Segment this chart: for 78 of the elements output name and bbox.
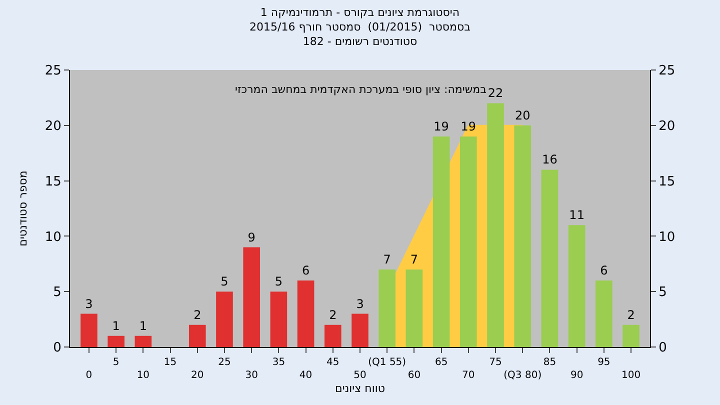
y-tick-label: 25 xyxy=(44,64,62,79)
chart-subtitle: בסמסטר (01/2015) סמסטר חורף 2015/16 סטודנטים רשומים - 182 xyxy=(250,20,470,48)
y2-tick-label: 0 xyxy=(658,340,667,356)
data-label: 16 xyxy=(542,152,558,167)
data-label: 1 xyxy=(139,318,147,333)
bar xyxy=(487,103,504,347)
x-tick-label: 75 xyxy=(489,357,502,368)
y2-tick-label: 25 xyxy=(658,64,676,79)
data-label: 7 xyxy=(383,252,391,266)
x-tick-label: 20 xyxy=(191,370,204,381)
bar xyxy=(432,136,450,347)
y-tick-label: 15 xyxy=(44,174,62,190)
bar xyxy=(596,280,612,347)
bar xyxy=(378,269,396,347)
y2-tick-label: 10 xyxy=(658,230,676,245)
x-tick-label: 15 xyxy=(164,357,177,368)
bar xyxy=(514,125,532,347)
x-tick-label: 35 xyxy=(272,357,286,368)
y-tick-label: 5 xyxy=(53,285,62,300)
bar xyxy=(108,336,124,347)
data-label: 19 xyxy=(460,119,476,134)
data-label: 1 xyxy=(112,318,120,333)
x-tick-label: 50 xyxy=(354,370,366,381)
x-tick-label: 85 xyxy=(543,357,556,368)
x-tick-label: (Q3 80) xyxy=(504,370,542,381)
x-tick-label: 10 xyxy=(136,370,150,381)
x-tick-label: 70 xyxy=(462,370,475,381)
x-tick-label: 60 xyxy=(408,370,421,381)
y-axis-title: מספר סטודנטים xyxy=(16,170,30,246)
data-label: 22 xyxy=(488,86,504,100)
x-axis-title: טווח ציונים xyxy=(335,382,385,396)
data-label: 5 xyxy=(220,274,228,289)
data-label: 3 xyxy=(85,296,93,311)
x-tick-label: 25 xyxy=(218,357,231,368)
bar xyxy=(297,280,314,347)
data-label: 2 xyxy=(329,308,337,322)
y-tick-label: 20 xyxy=(44,118,62,134)
bar xyxy=(541,170,558,347)
data-label: 19 xyxy=(434,119,449,134)
y2-tick-label: 5 xyxy=(658,285,667,300)
data-label: 6 xyxy=(302,264,310,278)
bar xyxy=(460,136,477,347)
data-label: 20 xyxy=(514,108,530,122)
bar xyxy=(324,324,342,347)
x-tick-label: 40 xyxy=(299,370,312,381)
data-label: 7 xyxy=(410,252,418,266)
bar xyxy=(406,269,423,347)
x-tick-label: 0 xyxy=(86,370,92,381)
x-tick-label: 30 xyxy=(245,370,258,381)
data-label: 9 xyxy=(248,230,256,244)
bar xyxy=(188,324,206,347)
data-label: 2 xyxy=(194,308,202,322)
bar xyxy=(80,314,98,347)
x-tick-label: 90 xyxy=(570,370,584,381)
x-tick-label: 45 xyxy=(326,357,340,368)
chart-title: היסטוגרמת ציונים בקורס - תרמודינמיקה 1 xyxy=(260,6,460,20)
x-tick-label: (Q1 55) xyxy=(368,357,406,368)
annotation: במשימה: ציון סופי במערכת האקדמית במחשב המרכזי xyxy=(235,83,486,96)
data-label: 11 xyxy=(569,208,584,222)
y-tick-label: 0 xyxy=(53,340,62,356)
bar xyxy=(216,292,233,347)
bar xyxy=(270,292,288,347)
y2-tick-label: 15 xyxy=(658,174,676,190)
y-tick-label: 10 xyxy=(44,230,62,245)
x-tick-label: 95 xyxy=(598,357,610,368)
data-label: 2 xyxy=(627,308,635,322)
x-tick-label: 65 xyxy=(434,357,448,368)
bar xyxy=(134,336,152,347)
x-tick-label: 100 xyxy=(621,370,641,381)
bar xyxy=(622,324,640,347)
data-label: 3 xyxy=(356,296,364,311)
bar xyxy=(568,225,586,347)
bar xyxy=(352,314,368,347)
x-tick-label: 5 xyxy=(112,357,120,368)
bar xyxy=(243,247,260,347)
data-label: 6 xyxy=(600,264,608,278)
data-label: 5 xyxy=(274,274,283,289)
y2-tick-label: 20 xyxy=(658,118,676,134)
